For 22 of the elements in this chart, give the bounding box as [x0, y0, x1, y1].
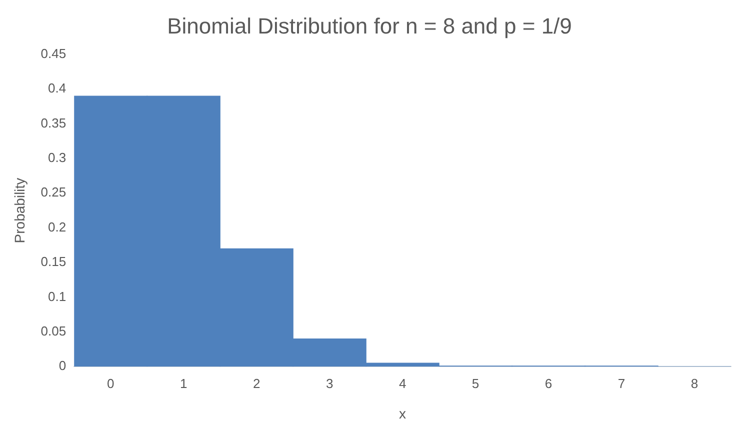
x-tick-label: 6	[544, 376, 552, 391]
x-tick-label: 7	[618, 376, 626, 391]
y-tick-label: 0.1	[48, 288, 66, 304]
y-tick-label: 0.4	[48, 80, 66, 96]
y-axis-title: Probability	[11, 178, 28, 244]
y-tick-label: 0.45	[40, 46, 66, 61]
chart-title: Binomial Distribution for n = 8 and p = 1/9	[167, 13, 572, 38]
x-tick-label: 8	[690, 376, 698, 391]
x-tick-label: 5	[472, 376, 480, 391]
x-axis-title: x	[399, 405, 406, 422]
y-tick-label: 0.15	[40, 254, 66, 270]
x-tick-label: 1	[180, 376, 188, 391]
y-tick-label: 0.05	[40, 323, 66, 338]
x-tick-label: 0	[106, 376, 114, 391]
x-tick-label: 3	[326, 376, 334, 391]
y-tick-label: 0.35	[40, 115, 66, 130]
y-tick-label: 0.2	[48, 219, 66, 234]
x-tick-label: 2	[252, 376, 260, 391]
x-tick-label: 4	[398, 376, 406, 391]
y-tick-label: 0	[58, 358, 66, 374]
y-tick-label: 0.3	[48, 150, 66, 166]
y-tick-label: 0.25	[40, 184, 66, 200]
